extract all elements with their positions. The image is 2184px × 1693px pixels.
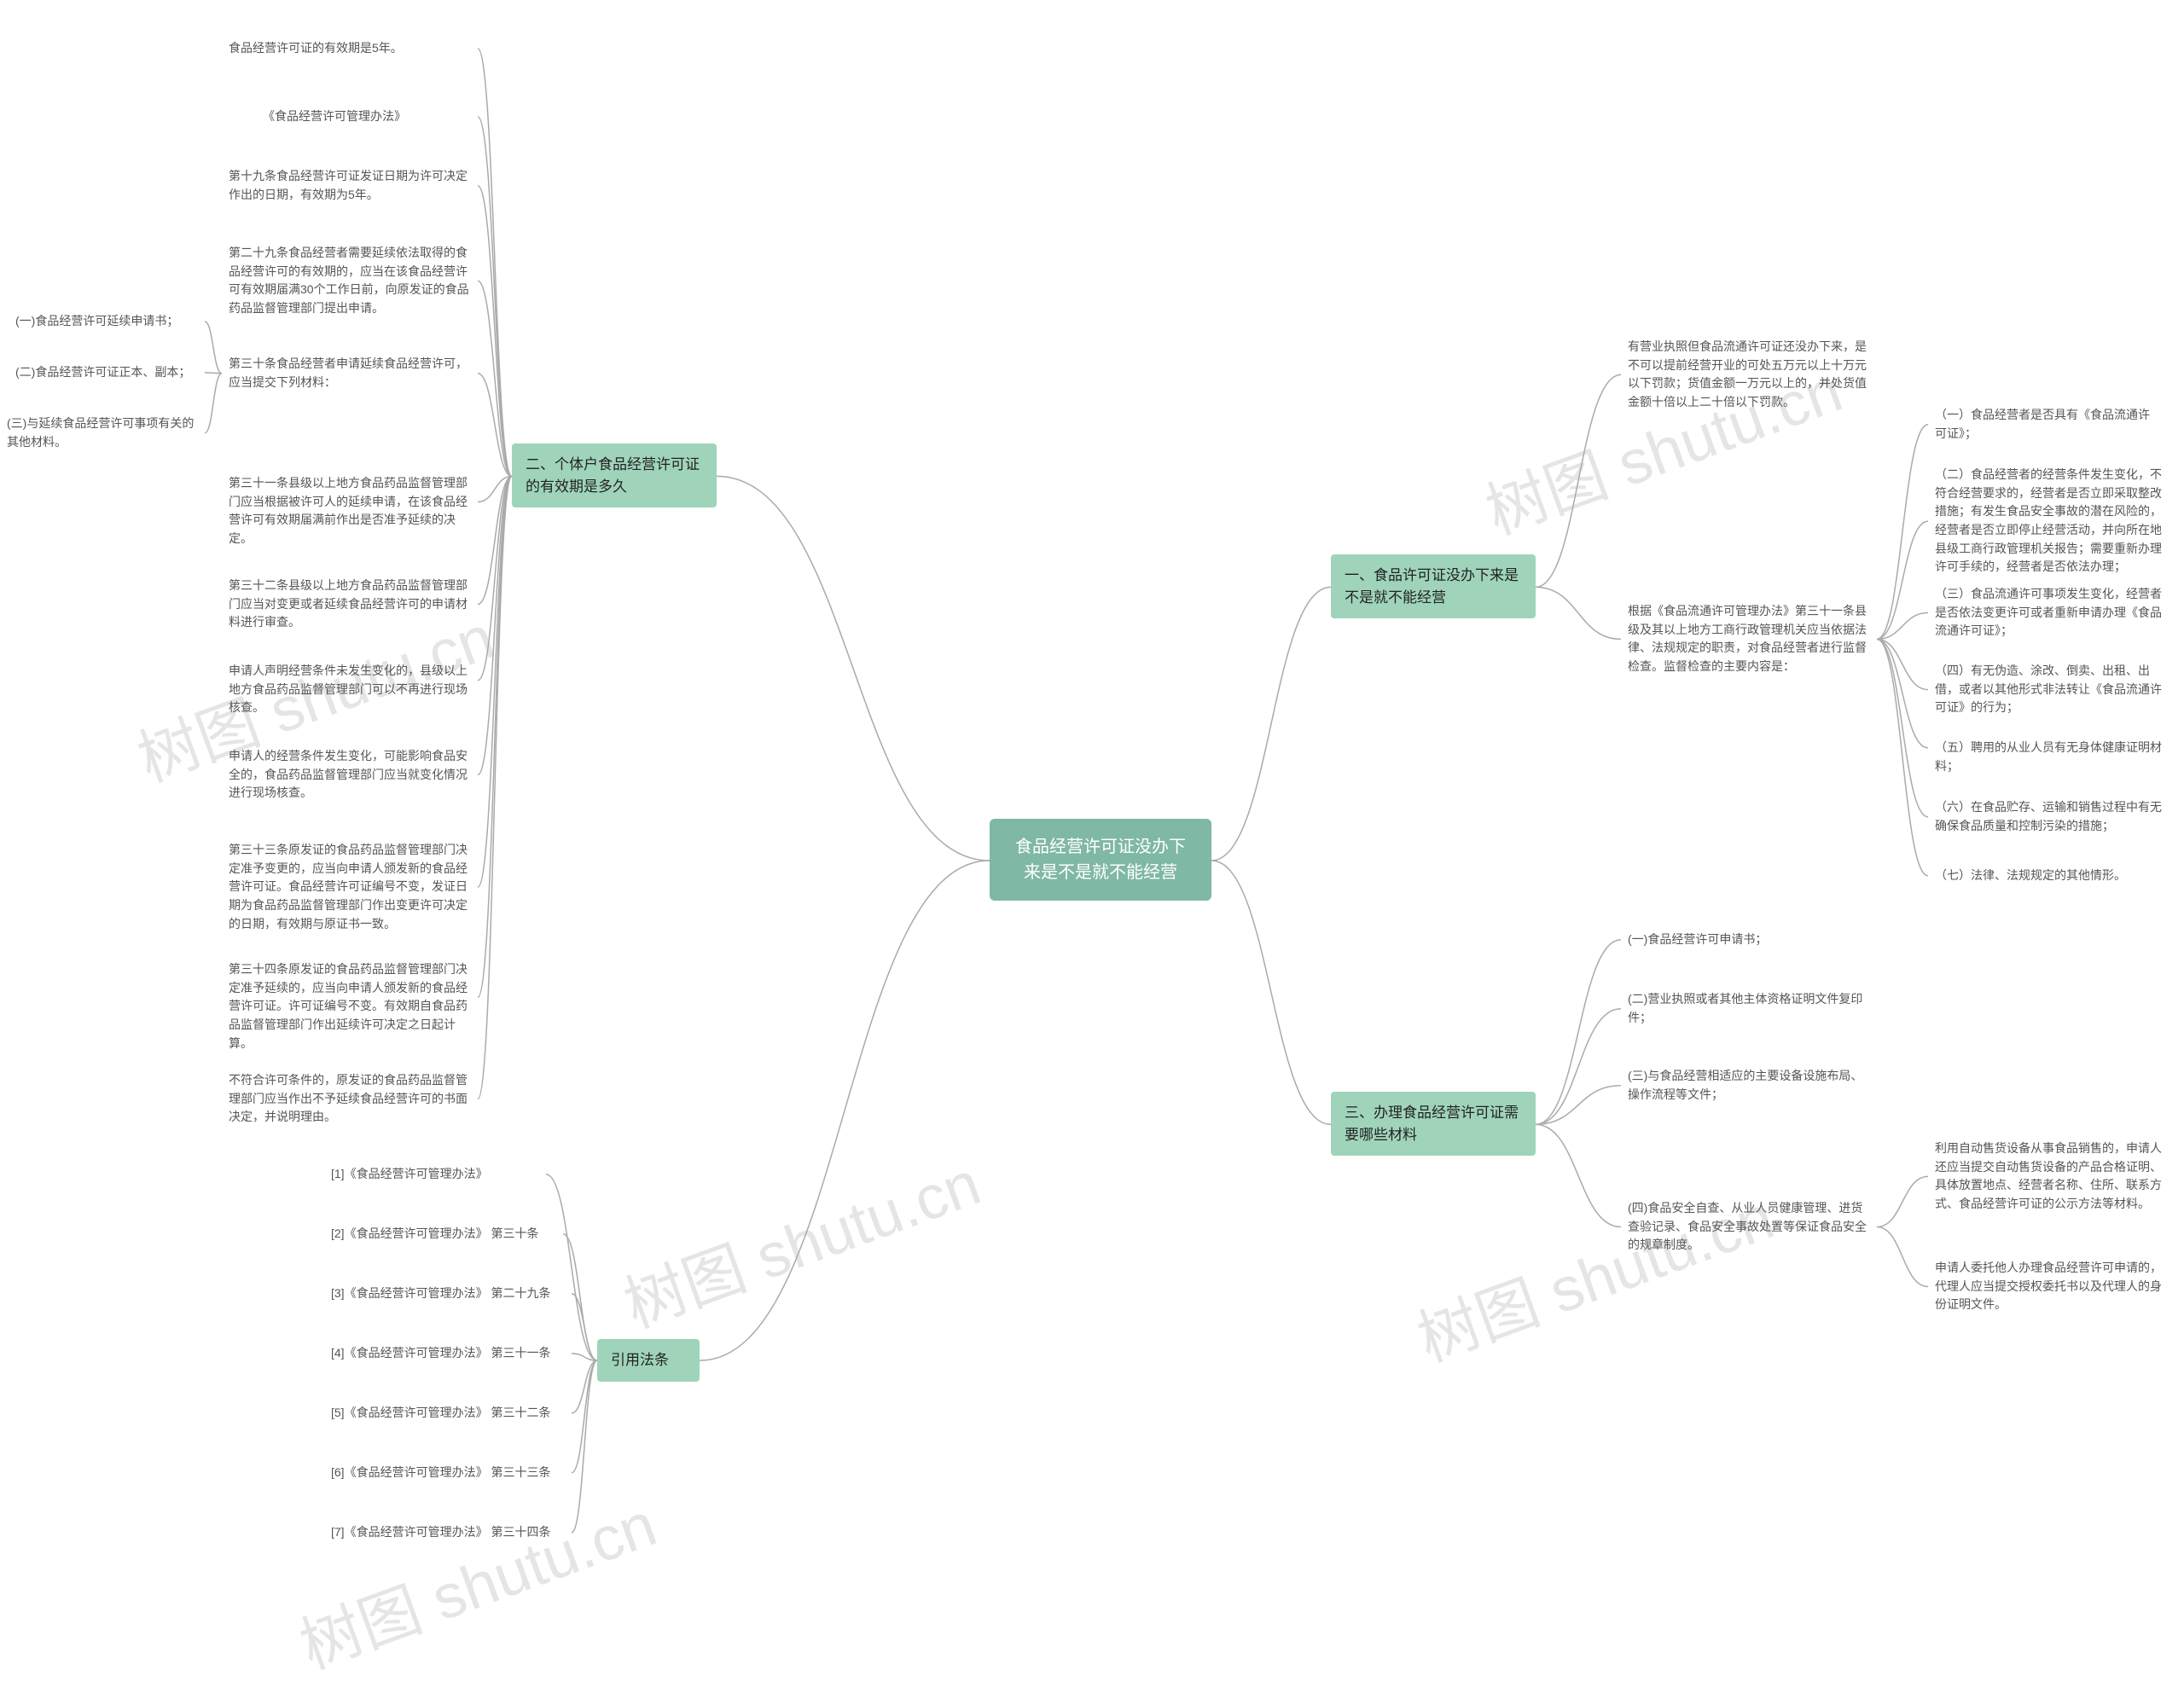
- leaf-node: 第三十二条县级以上地方食品药品监督管理部门应当对变更或者延续食品经营许可的申请材…: [222, 571, 478, 637]
- leaf-node: (二)食品经营许可证正本、副本；: [9, 358, 205, 387]
- leaf-node: 第十九条食品经营许可证发证日期为许可决定作出的日期，有效期为5年。: [222, 162, 478, 209]
- leaf-node: 第三十三条原发证的食品药品监督管理部门决定准予变更的，应当向申请人颁发新的食品经…: [222, 836, 478, 938]
- leaf-node: 第三十条食品经营者申请延续食品经营许可，应当提交下列材料：: [222, 350, 478, 397]
- leaf-node: (二)营业执照或者其他主体资格证明文件复印件；: [1621, 985, 1877, 1032]
- leaf-node: (一)食品经营许可申请书；: [1621, 925, 1877, 954]
- leaf-node: （一）食品经营者是否具有《食品流通许可证》；: [1928, 401, 2167, 448]
- leaf-node: [4]《食品经营许可管理办法》 第三十一条: [324, 1339, 572, 1368]
- leaf-node: 第二十九条食品经营者需要延续依法取得的食品经营许可的有效期的，应当在该食品经营许…: [222, 239, 478, 323]
- leaf-node: 申请人委托他人办理食品经营许可申请的，代理人应当提交授权委托书以及代理人的身份证…: [1928, 1254, 2175, 1319]
- leaf-node: （四）有无伪造、涂改、倒卖、出租、出借，或者以其他形式非法转让《食品流通许可证》…: [1928, 657, 2175, 722]
- root-node: 食品经营许可证没办下来是不是就不能经营: [990, 819, 1211, 901]
- branch-node: 三、办理食品经营许可证需要哪些材料: [1331, 1092, 1536, 1156]
- branch-node: 引用法条: [597, 1339, 700, 1382]
- leaf-node: 不符合许可条件的，原发证的食品药品监督管理部门应当作出不予延续食品经营许可的书面…: [222, 1066, 478, 1132]
- leaf-node: 第三十一条县级以上地方食品药品监督管理部门应当根据被许可人的延续申请，在该食品经…: [222, 469, 478, 554]
- leaf-node: （七）法律、法规规定的其他情形。: [1928, 861, 2175, 890]
- leaf-node: 利用自动售货设备从事食品销售的，申请人还应当提交自动售货设备的产品合格证明、具体…: [1928, 1134, 2175, 1219]
- leaf-node: [2]《食品经营许可管理办法》 第三十条: [324, 1220, 563, 1249]
- watermark: 树图 shutu.cn: [286, 1475, 666, 1686]
- leaf-node: (四)食品安全自查、从业人员健康管理、进货查验记录、食品安全事故处置等保证食品安…: [1621, 1194, 1877, 1260]
- leaf-node: 有营业执照但食品流通许可证还没办下来，是不可以提前经营开业的可处五万元以上十万元…: [1621, 333, 1877, 417]
- leaf-node: 申请人的经营条件发生变化，可能影响食品安全的，食品药品监督管理部门应当就变化情况…: [222, 742, 478, 808]
- leaf-node: [6]《食品经营许可管理办法》 第三十三条: [324, 1458, 572, 1487]
- branch-node: 一、食品许可证没办下来是不是就不能经营: [1331, 554, 1536, 618]
- leaf-node: [1]《食品经营许可管理办法》: [324, 1160, 546, 1189]
- leaf-node: 根据《食品流通许可管理办法》第三十一条县级及其以上地方工商行政管理机关应当依据法…: [1621, 597, 1877, 681]
- leaf-node: [7]《食品经营许可管理办法》 第三十四条: [324, 1518, 572, 1547]
- leaf-node: （六）在食品贮存、运输和销售过程中有无确保食品质量和控制污染的措施；: [1928, 793, 2175, 840]
- leaf-node: [3]《食品经营许可管理办法》 第二十九条: [324, 1279, 572, 1308]
- leaf-node: (三)与延续食品经营许可事项有关的其他材料。: [0, 409, 205, 456]
- leaf-node: (一)食品经营许可延续申请书；: [9, 307, 205, 336]
- leaf-node: 《食品经营许可管理办法》: [256, 102, 478, 131]
- leaf-node: （五）聘用的从业人员有无身体健康证明材料；: [1928, 733, 2175, 780]
- leaf-node: 第三十四条原发证的食品药品监督管理部门决定准予延续的，应当向申请人颁发新的食品经…: [222, 955, 478, 1058]
- branch-node: 二、个体户食品经营许可证的有效期是多久: [512, 444, 717, 507]
- leaf-node: （二）食品经营者的经营条件发生变化，不符合经营要求的，经营者是否立即采取整改措施…: [1928, 461, 2175, 582]
- leaf-node: (三)与食品经营相适应的主要设备设施布局、操作流程等文件；: [1621, 1062, 1877, 1109]
- leaf-node: [5]《食品经营许可管理办法》 第三十二条: [324, 1399, 572, 1428]
- leaf-node: （三）食品流通许可事项发生变化，经营者是否依法变更许可或者重新申请办理《食品流通…: [1928, 580, 2175, 646]
- watermark: 树图 shutu.cn: [610, 1133, 990, 1345]
- leaf-node: 申请人声明经营条件未发生变化的，县级以上地方食品药品监督管理部门可以不再进行现场…: [222, 657, 478, 722]
- leaf-node: 食品经营许可证的有效期是5年。: [222, 34, 478, 63]
